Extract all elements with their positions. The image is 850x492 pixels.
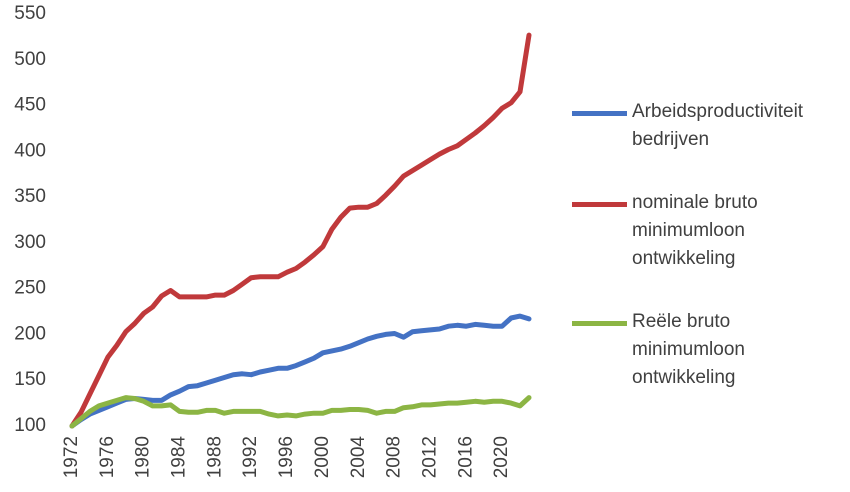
x-tick-label: 1980 (133, 436, 154, 478)
x-tick-label: 2020 (491, 436, 512, 478)
y-tick-label: 300 (14, 232, 46, 253)
y-tick-label: 450 (14, 95, 46, 116)
y-tick-label: 100 (14, 415, 46, 436)
legend-item: Reële bruto minimumloon ontwikkeling (572, 308, 802, 392)
y-tick-label: 150 (14, 369, 46, 390)
x-tick-label: 1996 (276, 436, 297, 478)
x-tick-label: 2012 (419, 436, 440, 478)
y-tick-label: 550 (14, 3, 46, 24)
legend-label: nominale bruto minimumloon ontwikkeling (632, 192, 758, 269)
legend-swatch (572, 202, 627, 207)
y-tick-label: 500 (14, 49, 46, 70)
x-tick-label: 2000 (312, 436, 333, 478)
x-tick-label: 1984 (169, 436, 190, 479)
series-line (69, 395, 532, 429)
y-tick-label: 250 (14, 278, 46, 299)
x-tick-label: 1992 (240, 436, 261, 478)
x-tick-label: 1976 (97, 436, 118, 478)
y-tick-label: 350 (14, 186, 46, 207)
legend-item: Arbeidsproductiviteit bedrijven (572, 98, 804, 154)
legend: Arbeidsproductiviteit bedrijven nominale … (572, 98, 842, 427)
legend-swatch (572, 111, 627, 116)
y-tick-label: 400 (14, 140, 46, 161)
legend-label: Arbeidsproductiviteit bedrijven (632, 101, 804, 150)
x-tick-label: 1972 (61, 436, 82, 478)
x-tick-label: 2004 (348, 436, 369, 479)
legend-label: Reële bruto minimumloon ontwikkeling (632, 311, 745, 388)
legend-swatch (572, 321, 627, 326)
x-tick-label: 2008 (384, 436, 405, 478)
legend-item: nominale bruto minimumloon ontwikkeling (572, 189, 802, 273)
series-line (69, 313, 532, 429)
y-tick-label: 200 (14, 323, 46, 344)
x-tick-label: 2016 (455, 436, 476, 478)
series-line (69, 32, 532, 429)
x-tick-label: 1988 (204, 436, 225, 478)
